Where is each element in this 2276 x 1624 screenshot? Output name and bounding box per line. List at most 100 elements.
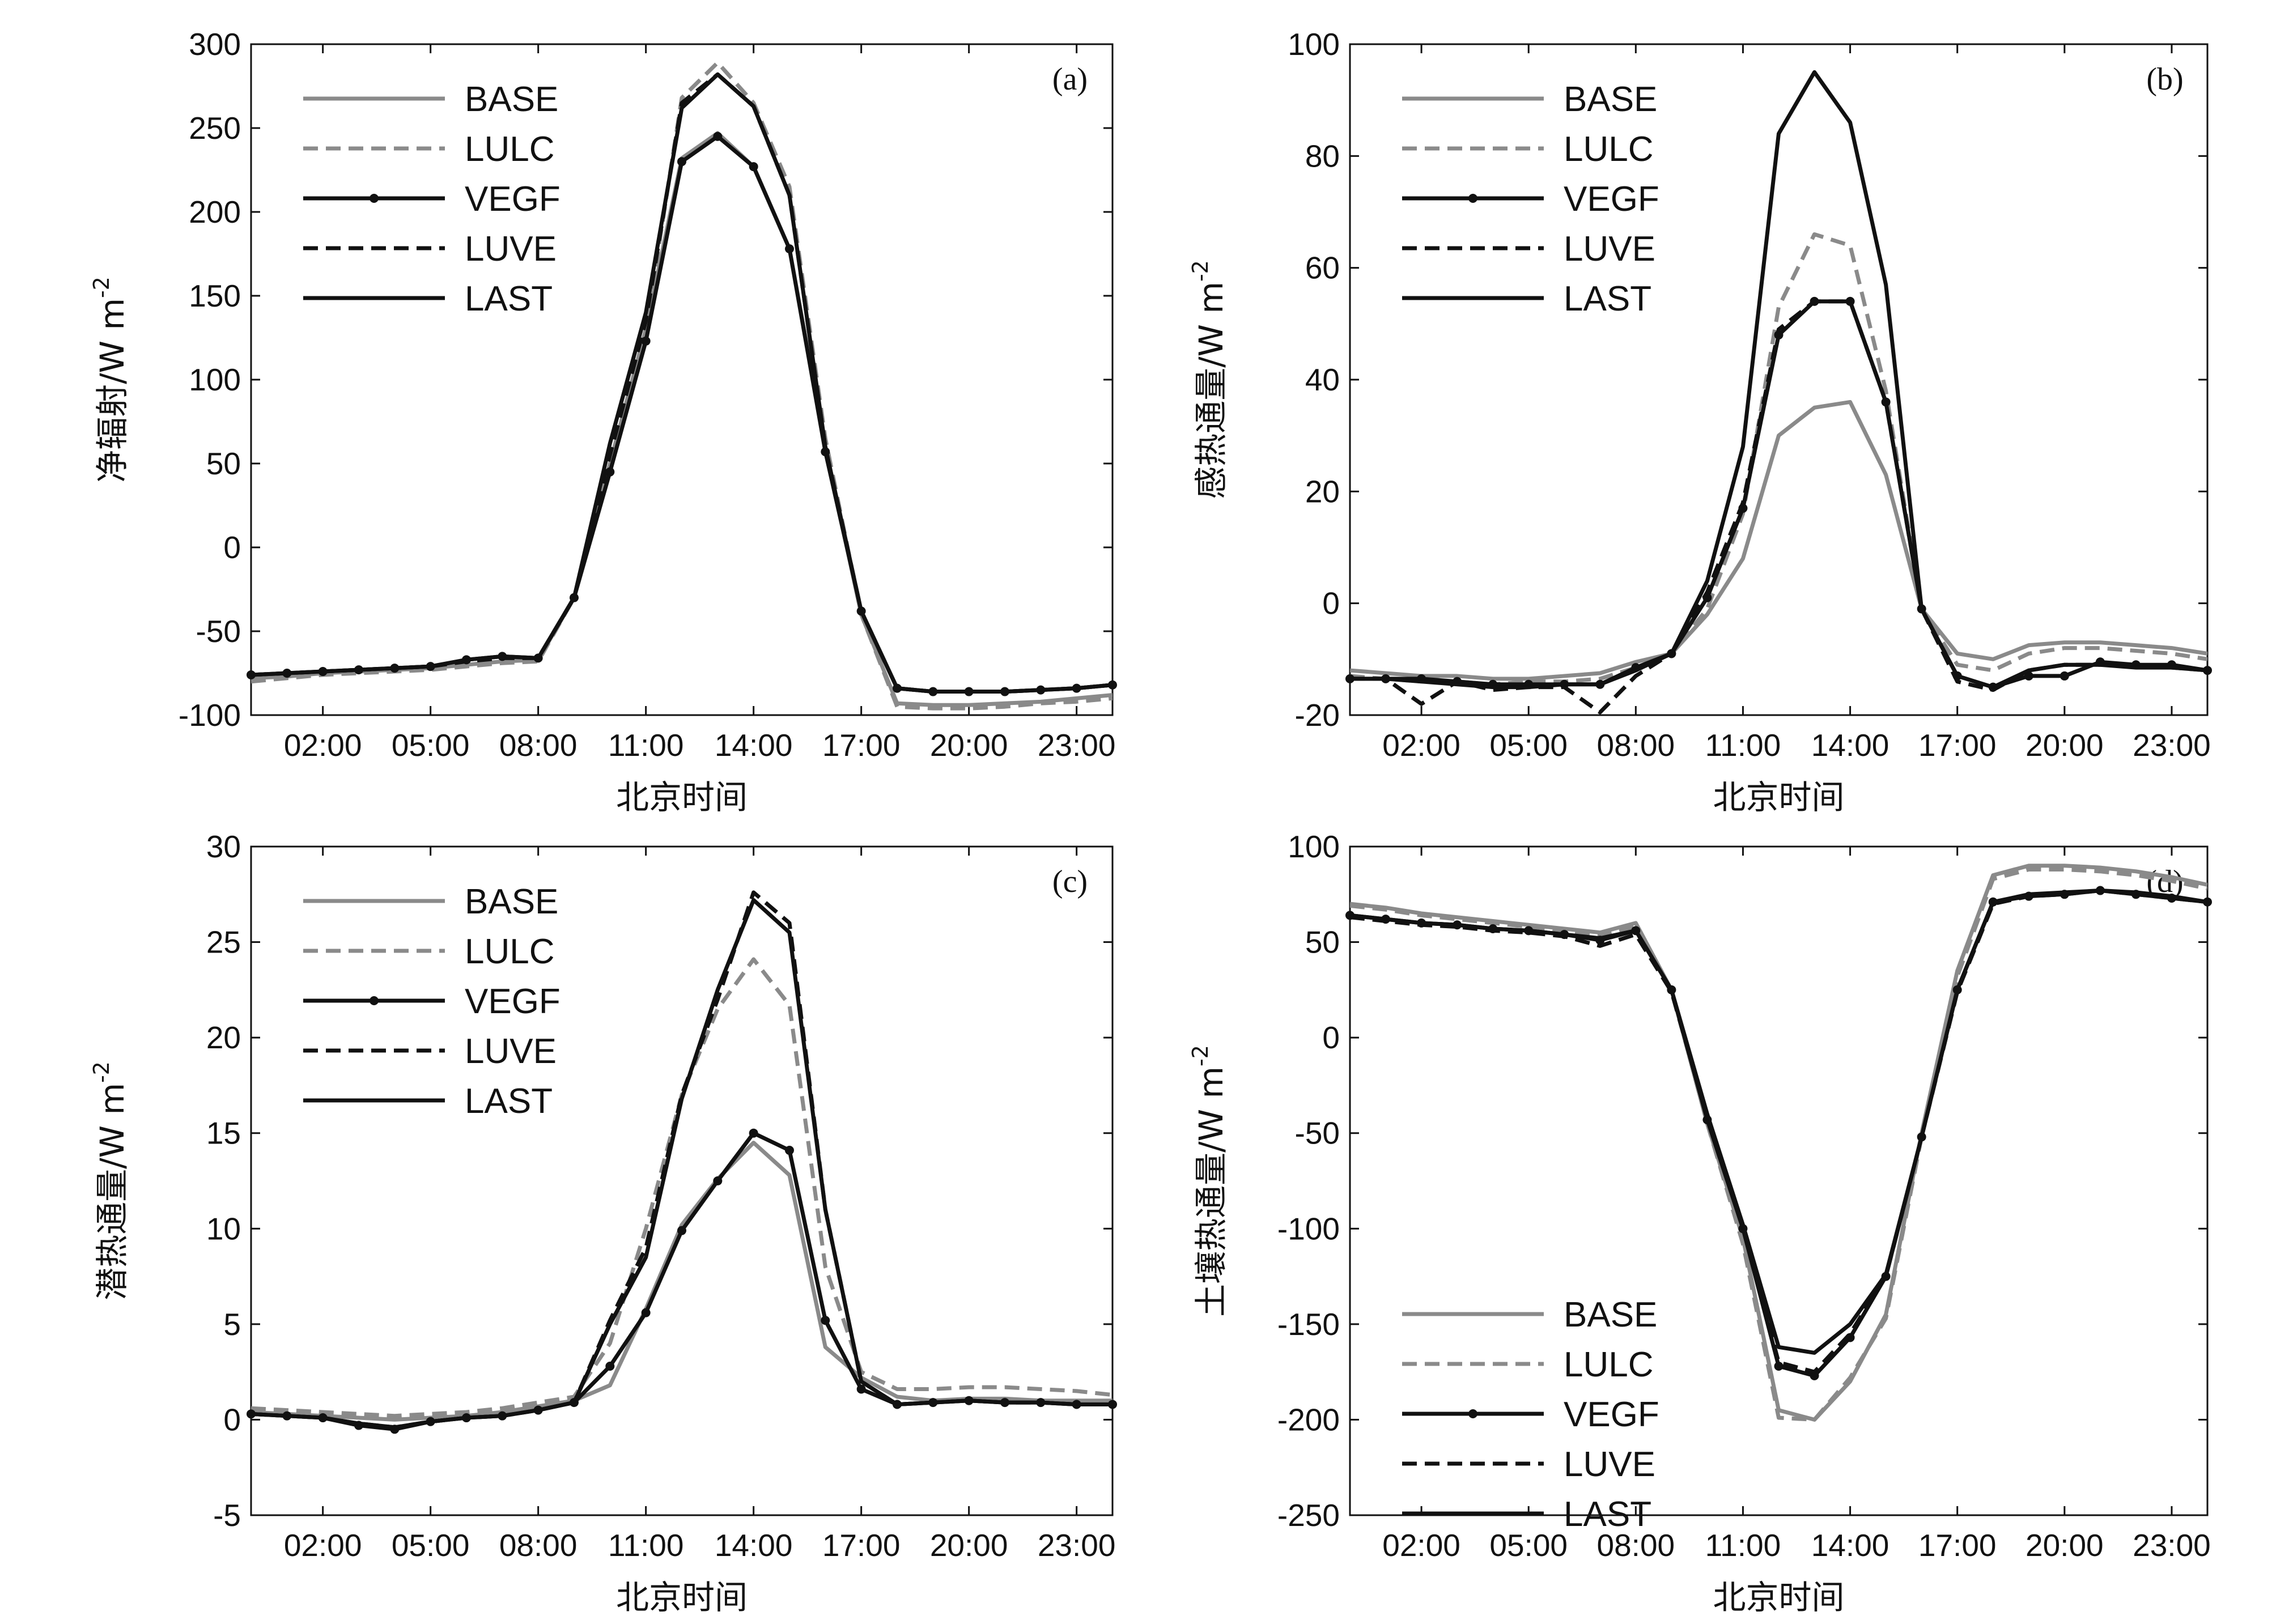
series-vegf (1345, 886, 2212, 1380)
series-line-vegf (1350, 299, 2207, 690)
plot-frame (250, 43, 1114, 716)
panel-a-net-radiation: -100 -50 0 50 100 150 200 250 300 02:00 05:00 08:00… (89, 27, 1117, 817)
y-tick-label: 150 (189, 278, 241, 313)
y-tick-label: 30 (206, 829, 241, 864)
x-tick-label: 17:00 (1918, 728, 1997, 763)
series-vegf (247, 131, 1117, 696)
y-tick-label: 50 (1305, 925, 1340, 960)
series-line-base (251, 131, 1112, 707)
x-tick-label: 20:00 (930, 728, 1008, 763)
data-point-vegf (749, 162, 758, 172)
series-line-last (1350, 888, 2207, 1355)
x-tick-label: 02:00 (1382, 728, 1460, 763)
legend-label-vegf: VEGF (465, 982, 560, 1021)
x-tick-label: 11:00 (1705, 1528, 1781, 1563)
data-point-vegf (749, 1128, 758, 1138)
y-tick-label: 80 (1305, 138, 1340, 173)
y-tick-label: 40 (1305, 362, 1340, 397)
data-point-vegf (1810, 1371, 1819, 1380)
y-tick-label: 200 (189, 194, 241, 229)
data-point-vegf (821, 1316, 830, 1325)
x-tick-label: 02:00 (284, 1528, 362, 1563)
series-base (1350, 399, 2207, 681)
y-tick-label: 20 (1305, 474, 1340, 509)
y-axis-label: 感热通量/W m-2 (1188, 260, 1230, 499)
y-axis-label-main: 净辐射/W m (93, 298, 131, 483)
series-lulc (1350, 867, 2207, 1422)
x-tick-label: 08:00 (1597, 1528, 1675, 1563)
y-tick-label: 25 (206, 925, 241, 960)
legend-label-base: BASE (465, 80, 558, 119)
x-tick-label: 08:00 (499, 1528, 578, 1563)
y-tick-label: 100 (1288, 27, 1340, 62)
legend-label-last: LAST (465, 279, 553, 318)
y-tick-label: 100 (189, 362, 241, 397)
legend: BASE LULC VEGF LUVE LAST (1402, 1295, 1659, 1534)
legend-label-lulc: LULC (465, 932, 555, 971)
panel-c-latent-heat-flux: -5 0 5 10 15 20 25 30 02:00 05:00 08:00 11:00 14:00 1… (89, 829, 1117, 1617)
x-tick-label: 02:00 (1382, 1528, 1460, 1563)
x-tick-label: 05:00 (392, 1528, 470, 1563)
y-axis-label-superscript: -2 (89, 277, 114, 298)
legend-label-lulc: LULC (1564, 1345, 1654, 1384)
y-tick-label: 15 (206, 1116, 241, 1151)
series-line-luve (251, 890, 1112, 1430)
x-tick-label: 17:00 (1918, 1528, 1997, 1563)
series-line-vegf (1350, 888, 2207, 1378)
data-point-vegf (641, 336, 651, 346)
x-axis-label: 北京时间 (1713, 778, 1844, 817)
data-point-vegf (2060, 671, 2069, 681)
legend-label-vegf: VEGF (465, 180, 560, 219)
x-tick-label: 17:00 (822, 1528, 901, 1563)
x-tick-label: 05:00 (392, 728, 470, 763)
legend-label-vegf: VEGF (1564, 1395, 1659, 1434)
legend: BASE LULC VEGF LUVE LAST (1402, 80, 1659, 318)
legend-label-base: BASE (1564, 80, 1657, 119)
x-tick-label: 08:00 (499, 728, 578, 763)
y-tick-label: 250 (189, 110, 241, 146)
series-line-luve (1350, 299, 2207, 715)
y-axis-label-main: 土壤热通量/W m (1192, 1066, 1230, 1317)
series-luve (1350, 888, 2207, 1374)
y-axis-label-superscript: -2 (1188, 1045, 1213, 1066)
legend-marker-vegf (370, 194, 379, 203)
series-line-vegf (251, 1131, 1112, 1431)
y-tick-label: 0 (1322, 1020, 1340, 1055)
x-tick-label: 05:00 (1489, 728, 1568, 763)
y-tick-label: 300 (189, 27, 241, 62)
x-tick-label: 14:00 (1811, 728, 1889, 763)
y-tick-label: 50 (206, 446, 241, 481)
data-point-vegf (605, 1362, 615, 1371)
y-tick-label: -5 (213, 1498, 241, 1533)
panel-label: (b) (2146, 62, 2183, 97)
x-tick-label: 23:00 (2133, 728, 2211, 763)
plot-frame (1349, 845, 2209, 1516)
y-tick-label: -250 (1277, 1498, 1340, 1533)
series-line-last (251, 72, 1112, 694)
legend-label-base: BASE (465, 882, 558, 921)
legend-label-luve: LUVE (1564, 229, 1655, 269)
data-point-vegf (785, 244, 794, 254)
legend: BASE LULC VEGF LUVE LAST (303, 882, 560, 1121)
series-luve (251, 890, 1112, 1430)
panel-label: (c) (1052, 864, 1088, 899)
x-tick-label: 14:00 (715, 728, 793, 763)
legend-label-base: BASE (1564, 1295, 1657, 1334)
y-tick-label: -200 (1277, 1402, 1340, 1437)
y-axis-label-superscript: -2 (1188, 260, 1213, 282)
legend-label-lulc: LULC (465, 130, 555, 169)
y-tick-label: 20 (206, 1020, 241, 1055)
y-tick-label: 10 (206, 1211, 241, 1246)
legend-label-luve: LUVE (1564, 1445, 1655, 1484)
series-base (1350, 864, 2207, 1422)
x-tick-label: 20:00 (2026, 728, 2104, 763)
legend-label-luve: LUVE (465, 1032, 557, 1071)
series-last (1350, 888, 2207, 1355)
legend-label-last: LAST (1564, 279, 1651, 318)
y-tick-label: -20 (1295, 698, 1340, 733)
x-tick-label: 14:00 (715, 1528, 793, 1563)
panel-d-soil-heat-flux: -250 -200 -150 -100 -50 0 50 100 02:00 05:00 08:00… (1188, 829, 2212, 1617)
y-tick-label: 0 (1322, 586, 1340, 621)
x-tick-label: 23:00 (2133, 1528, 2211, 1563)
